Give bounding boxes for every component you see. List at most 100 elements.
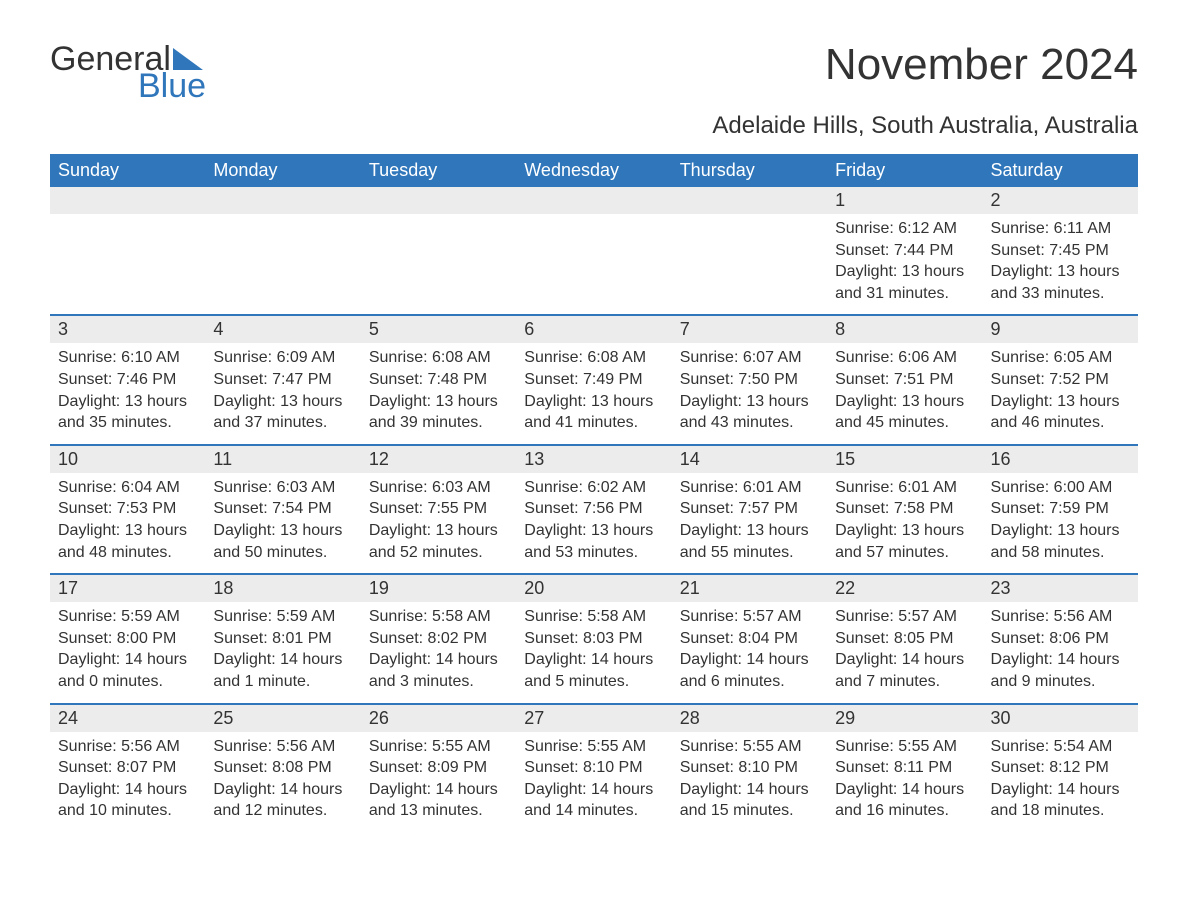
sunset-text: Sunset: 8:12 PM [991, 757, 1130, 779]
sunset-text: Sunset: 8:01 PM [213, 628, 352, 650]
sunset-text: Sunset: 8:09 PM [369, 757, 508, 779]
calendar-cell: 2Sunrise: 6:11 AMSunset: 7:45 PMDaylight… [983, 187, 1138, 314]
day-info: Sunrise: 5:54 AMSunset: 8:12 PMDaylight:… [983, 732, 1138, 822]
sunrise-text: Sunrise: 6:05 AM [991, 347, 1130, 369]
sunrise-text: Sunrise: 5:55 AM [680, 736, 819, 758]
sunset-text: Sunset: 8:08 PM [213, 757, 352, 779]
sunrise-text: Sunrise: 5:58 AM [524, 606, 663, 628]
sunset-text: Sunset: 8:03 PM [524, 628, 663, 650]
day-info: Sunrise: 6:11 AMSunset: 7:45 PMDaylight:… [983, 214, 1138, 304]
daylight-text: Daylight: 13 hours and 39 minutes. [369, 391, 508, 434]
sunset-text: Sunset: 7:58 PM [835, 498, 974, 520]
sunset-text: Sunset: 8:02 PM [369, 628, 508, 650]
day-info: Sunrise: 5:57 AMSunset: 8:04 PMDaylight:… [672, 602, 827, 692]
sunset-text: Sunset: 7:48 PM [369, 369, 508, 391]
daylight-text: Daylight: 13 hours and 43 minutes. [680, 391, 819, 434]
day-info: Sunrise: 5:59 AMSunset: 8:00 PMDaylight:… [50, 602, 205, 692]
day-number: 21 [672, 575, 827, 602]
calendar-cell: 30Sunrise: 5:54 AMSunset: 8:12 PMDayligh… [983, 705, 1138, 832]
sunset-text: Sunset: 8:07 PM [58, 757, 197, 779]
sunset-text: Sunset: 7:55 PM [369, 498, 508, 520]
day-number: 29 [827, 705, 982, 732]
day-info: Sunrise: 5:58 AMSunset: 8:02 PMDaylight:… [361, 602, 516, 692]
daylight-text: Daylight: 13 hours and 41 minutes. [524, 391, 663, 434]
sunset-text: Sunset: 8:06 PM [991, 628, 1130, 650]
day-info: Sunrise: 6:06 AMSunset: 7:51 PMDaylight:… [827, 343, 982, 433]
day-header: Monday [205, 154, 360, 187]
calendar-cell: 26Sunrise: 5:55 AMSunset: 8:09 PMDayligh… [361, 705, 516, 832]
sunset-text: Sunset: 7:50 PM [680, 369, 819, 391]
calendar-cell: 10Sunrise: 6:04 AMSunset: 7:53 PMDayligh… [50, 446, 205, 573]
sunrise-text: Sunrise: 6:02 AM [524, 477, 663, 499]
sunrise-text: Sunrise: 5:55 AM [835, 736, 974, 758]
day-info: Sunrise: 5:56 AMSunset: 8:08 PMDaylight:… [205, 732, 360, 822]
calendar-cell: 4Sunrise: 6:09 AMSunset: 7:47 PMDaylight… [205, 316, 360, 443]
sunrise-text: Sunrise: 6:10 AM [58, 347, 197, 369]
daylight-text: Daylight: 13 hours and 52 minutes. [369, 520, 508, 563]
calendar-cell: 15Sunrise: 6:01 AMSunset: 7:58 PMDayligh… [827, 446, 982, 573]
sunrise-text: Sunrise: 6:00 AM [991, 477, 1130, 499]
day-info: Sunrise: 5:59 AMSunset: 8:01 PMDaylight:… [205, 602, 360, 692]
sunrise-text: Sunrise: 5:57 AM [680, 606, 819, 628]
day-number [205, 187, 360, 214]
day-number: 22 [827, 575, 982, 602]
calendar-cell: 8Sunrise: 6:06 AMSunset: 7:51 PMDaylight… [827, 316, 982, 443]
day-number: 9 [983, 316, 1138, 343]
daylight-text: Daylight: 14 hours and 1 minute. [213, 649, 352, 692]
calendar-cell: 7Sunrise: 6:07 AMSunset: 7:50 PMDaylight… [672, 316, 827, 443]
daylight-text: Daylight: 14 hours and 13 minutes. [369, 779, 508, 822]
calendar-cell [672, 187, 827, 314]
sunset-text: Sunset: 7:45 PM [991, 240, 1130, 262]
calendar-cell: 23Sunrise: 5:56 AMSunset: 8:06 PMDayligh… [983, 575, 1138, 702]
sunrise-text: Sunrise: 5:59 AM [58, 606, 197, 628]
day-info: Sunrise: 5:55 AMSunset: 8:11 PMDaylight:… [827, 732, 982, 822]
daylight-text: Daylight: 13 hours and 55 minutes. [680, 520, 819, 563]
day-number: 27 [516, 705, 671, 732]
sunset-text: Sunset: 8:05 PM [835, 628, 974, 650]
day-info: Sunrise: 5:57 AMSunset: 8:05 PMDaylight:… [827, 602, 982, 692]
day-info: Sunrise: 6:02 AMSunset: 7:56 PMDaylight:… [516, 473, 671, 563]
calendar-cell [516, 187, 671, 314]
sunrise-text: Sunrise: 6:01 AM [680, 477, 819, 499]
sunrise-text: Sunrise: 6:03 AM [213, 477, 352, 499]
daylight-text: Daylight: 13 hours and 57 minutes. [835, 520, 974, 563]
sunset-text: Sunset: 7:53 PM [58, 498, 197, 520]
day-number: 20 [516, 575, 671, 602]
day-number [672, 187, 827, 214]
sunset-text: Sunset: 7:52 PM [991, 369, 1130, 391]
sunrise-text: Sunrise: 6:08 AM [524, 347, 663, 369]
calendar-cell: 6 Sunrise: 6:08 AMSunset: 7:49 PMDaylight… [516, 316, 671, 443]
calendar-cell: 28Sunrise: 5:55 AMSunset: 8:10 PMDayligh… [672, 705, 827, 832]
day-info: Sunrise: 6:01 AMSunset: 7:58 PMDaylight:… [827, 473, 982, 563]
sunrise-text: Sunrise: 5:56 AM [58, 736, 197, 758]
day-number: 2 [983, 187, 1138, 214]
day-number [50, 187, 205, 214]
sunset-text: Sunset: 7:47 PM [213, 369, 352, 391]
calendar-cell: 13Sunrise: 6:02 AMSunset: 7:56 PMDayligh… [516, 446, 671, 573]
calendar-cell: 24Sunrise: 5:56 AMSunset: 8:07 PMDayligh… [50, 705, 205, 832]
sunrise-text: Sunrise: 6:08 AM [369, 347, 508, 369]
sunset-text: Sunset: 8:04 PM [680, 628, 819, 650]
daylight-text: Daylight: 13 hours and 33 minutes. [991, 261, 1130, 304]
day-header: Tuesday [361, 154, 516, 187]
calendar-cell: 20Sunrise: 5:58 AMSunset: 8:03 PMDayligh… [516, 575, 671, 702]
day-number: 23 [983, 575, 1138, 602]
day-number: 6 [516, 316, 671, 343]
sunset-text: Sunset: 7:49 PM [524, 369, 663, 391]
sunset-text: Sunset: 7:56 PM [524, 498, 663, 520]
day-info: Sunrise: 5:55 AMSunset: 8:10 PMDaylight:… [516, 732, 671, 822]
day-number: 14 [672, 446, 827, 473]
sunrise-text: Sunrise: 5:56 AM [213, 736, 352, 758]
day-header: Friday [827, 154, 982, 187]
daylight-text: Daylight: 14 hours and 16 minutes. [835, 779, 974, 822]
sunrise-text: Sunrise: 6:03 AM [369, 477, 508, 499]
daylight-text: Daylight: 14 hours and 7 minutes. [835, 649, 974, 692]
sunrise-text: Sunrise: 6:06 AM [835, 347, 974, 369]
daylight-text: Daylight: 14 hours and 14 minutes. [524, 779, 663, 822]
calendar-cell: 5Sunrise: 6:08 AMSunset: 7:48 PMDaylight… [361, 316, 516, 443]
day-info: Sunrise: 5:55 AMSunset: 8:10 PMDaylight:… [672, 732, 827, 822]
day-number: 12 [361, 446, 516, 473]
sunrise-text: Sunrise: 5:54 AM [991, 736, 1130, 758]
daylight-text: Daylight: 13 hours and 46 minutes. [991, 391, 1130, 434]
day-number: 10 [50, 446, 205, 473]
